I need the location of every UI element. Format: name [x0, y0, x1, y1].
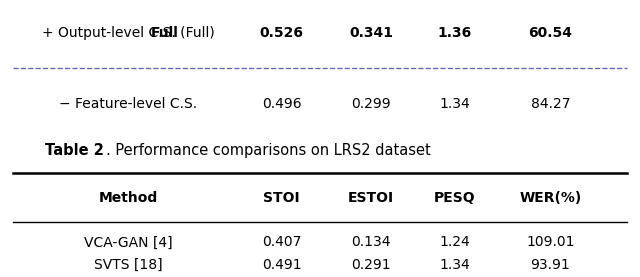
Text: WER(%): WER(%) [519, 191, 582, 205]
Text: 84.27: 84.27 [531, 97, 570, 111]
Text: + Output-level C.S. (Full): + Output-level C.S. (Full) [42, 26, 214, 40]
Text: 0.291: 0.291 [351, 258, 391, 271]
Text: PESQ: PESQ [433, 191, 476, 205]
Text: 109.01: 109.01 [526, 235, 575, 249]
Text: 0.134: 0.134 [351, 235, 391, 249]
Text: . Performance comparisons on LRS2 dataset: . Performance comparisons on LRS2 datase… [106, 143, 430, 158]
Text: 0.496: 0.496 [262, 97, 301, 111]
Text: 0.491: 0.491 [262, 258, 301, 271]
Text: 93.91: 93.91 [531, 258, 570, 271]
Text: Table 2: Table 2 [45, 143, 104, 158]
Text: 60.54: 60.54 [529, 26, 572, 40]
Text: 1.34: 1.34 [439, 258, 470, 271]
Text: SVTS [18]: SVTS [18] [93, 258, 163, 271]
Text: 0.526: 0.526 [260, 26, 303, 40]
Text: ESTOI: ESTOI [348, 191, 394, 205]
Text: 0.407: 0.407 [262, 235, 301, 249]
Text: STOI: STOI [263, 191, 300, 205]
Text: VCA-GAN [4]: VCA-GAN [4] [84, 235, 172, 249]
Text: 0.341: 0.341 [349, 26, 393, 40]
Text: Method: Method [99, 191, 157, 205]
Text: 1.34: 1.34 [439, 97, 470, 111]
Text: − Feature-level C.S.: − Feature-level C.S. [59, 97, 197, 111]
Text: 1.24: 1.24 [439, 235, 470, 249]
Text: Full: Full [151, 26, 179, 40]
Text: 1.36: 1.36 [437, 26, 472, 40]
Text: 0.299: 0.299 [351, 97, 391, 111]
